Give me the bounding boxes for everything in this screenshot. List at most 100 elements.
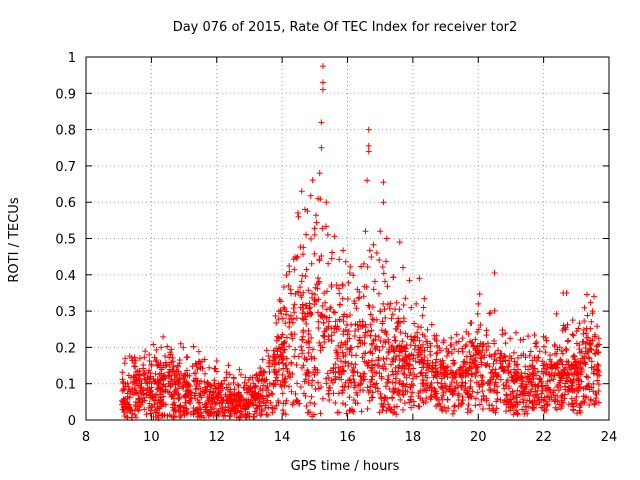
data-point — [579, 338, 586, 345]
data-point — [377, 337, 384, 344]
data-point — [285, 373, 292, 380]
data-point — [420, 376, 427, 383]
data-point — [342, 379, 349, 386]
data-point — [290, 305, 297, 312]
data-point — [163, 362, 170, 369]
data-point — [346, 311, 353, 318]
data-point — [157, 385, 164, 392]
data-point — [385, 401, 392, 408]
data-point — [318, 253, 325, 260]
data-point — [372, 346, 379, 353]
data-point — [475, 300, 482, 307]
data-point — [132, 357, 139, 364]
data-point — [390, 371, 397, 378]
data-point — [356, 318, 363, 325]
x-tick-label: 22 — [535, 430, 552, 445]
data-point — [242, 402, 249, 409]
data-point — [497, 376, 504, 383]
data-point — [590, 293, 597, 300]
data-point — [307, 399, 314, 406]
data-point — [375, 357, 382, 364]
data-point — [579, 355, 586, 362]
data-point — [287, 312, 294, 319]
data-point — [399, 391, 406, 398]
data-point — [582, 345, 589, 352]
data-point — [530, 375, 537, 382]
data-point — [319, 86, 326, 93]
data-point — [526, 352, 533, 359]
data-point — [502, 340, 509, 347]
data-point — [277, 298, 284, 305]
data-point — [196, 406, 203, 413]
data-point — [385, 372, 392, 379]
chart-title: Day 076 of 2015, Rate Of TEC Index for r… — [173, 20, 518, 35]
data-point — [572, 358, 579, 365]
data-point — [475, 350, 482, 357]
data-point — [263, 347, 270, 354]
data-point — [257, 412, 264, 419]
data-point — [221, 406, 228, 413]
data-point — [485, 378, 492, 385]
data-point — [132, 399, 139, 406]
data-point — [511, 358, 518, 365]
data-point — [379, 264, 386, 271]
data-point — [361, 333, 368, 340]
data-point — [468, 371, 475, 378]
data-point — [168, 346, 175, 353]
data-point — [289, 331, 296, 338]
data-point — [242, 374, 249, 381]
data-point — [341, 311, 348, 318]
data-point — [134, 368, 141, 375]
data-point — [540, 362, 547, 369]
data-point — [374, 362, 381, 369]
data-point — [574, 388, 581, 395]
data-point — [581, 304, 588, 311]
data-point — [559, 399, 566, 406]
data-point — [161, 401, 168, 408]
data-point — [194, 396, 201, 403]
data-point — [444, 396, 451, 403]
data-point — [210, 394, 217, 401]
data-point — [223, 384, 230, 391]
data-point — [513, 398, 520, 405]
y-tick-label: 0.7 — [55, 160, 76, 175]
data-point — [269, 391, 276, 398]
data-point — [390, 274, 397, 281]
data-point — [448, 350, 455, 357]
data-point — [563, 377, 570, 384]
data-point — [359, 323, 366, 330]
data-point — [213, 358, 220, 365]
data-point — [170, 401, 177, 408]
data-point — [153, 346, 160, 353]
data-point — [489, 374, 496, 381]
data-point — [502, 330, 509, 337]
data-point — [328, 283, 335, 290]
data-point — [459, 393, 466, 400]
data-point — [591, 350, 598, 357]
data-point — [465, 401, 472, 408]
data-point — [323, 375, 330, 382]
data-point — [339, 281, 346, 288]
data-point — [123, 409, 130, 416]
data-point — [461, 386, 468, 393]
data-point — [455, 338, 462, 345]
data-point — [376, 370, 383, 377]
data-point — [401, 371, 408, 378]
data-point — [247, 399, 254, 406]
data-point — [337, 358, 344, 365]
data-point — [140, 365, 147, 372]
data-point — [559, 350, 566, 357]
data-point — [462, 380, 469, 387]
data-point — [472, 402, 479, 409]
data-point — [311, 400, 318, 407]
data-point — [477, 340, 484, 347]
data-point — [453, 339, 460, 346]
data-point — [119, 369, 126, 376]
data-point — [551, 398, 558, 405]
data-point — [362, 228, 369, 235]
x-tick-label: 10 — [143, 430, 160, 445]
data-point — [206, 388, 213, 395]
data-point — [450, 388, 457, 395]
data-point — [580, 393, 587, 400]
data-point — [382, 258, 389, 265]
